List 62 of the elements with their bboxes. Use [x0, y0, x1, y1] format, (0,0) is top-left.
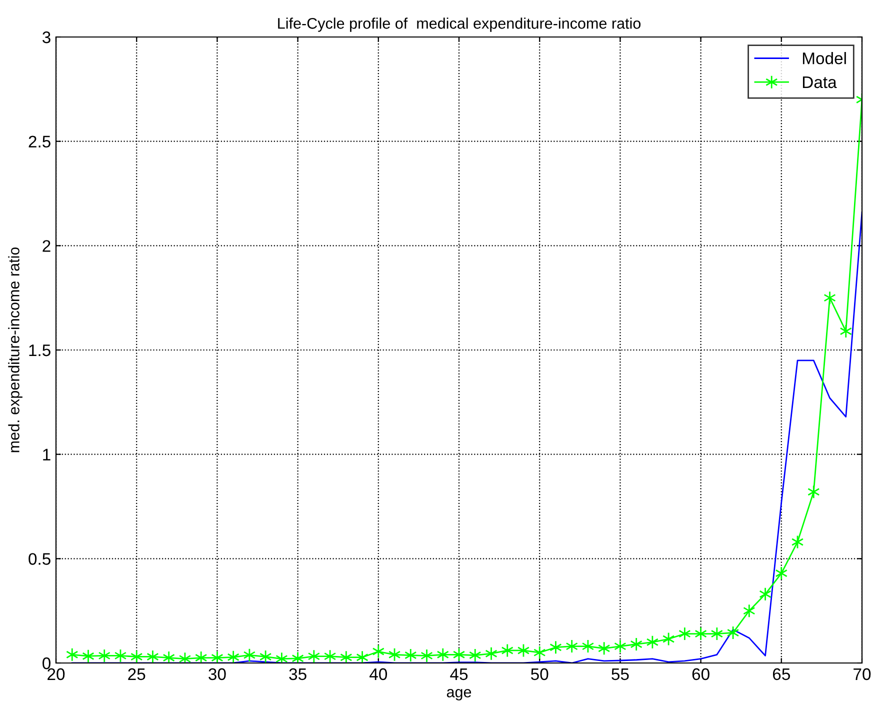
point: [566, 639, 578, 654]
point: [98, 648, 110, 663]
point: [243, 648, 256, 662]
point: [194, 650, 208, 663]
y-tick-label: 1: [43, 448, 50, 460]
point: [840, 324, 852, 338]
y-tick-label: 1.5: [29, 344, 50, 356]
y-axis-title: med. expenditure-income ratio: [8, 247, 22, 452]
point: [662, 632, 675, 646]
x-tick-label: 70: [854, 668, 871, 680]
point: [292, 651, 304, 663]
point: [710, 626, 724, 641]
y-tick-label: 0: [42, 657, 50, 670]
point: [66, 648, 78, 662]
point: [759, 587, 772, 602]
point: [630, 637, 642, 652]
x-tick-label: 45: [450, 668, 468, 680]
point: [646, 635, 659, 650]
y-tick-label: 2.5: [28, 136, 50, 148]
point: [162, 650, 175, 663]
x-tick-label: 55: [612, 668, 629, 680]
point: [436, 648, 449, 662]
x-tick-label: 60: [692, 668, 710, 680]
point: [469, 648, 482, 662]
x-tick-label: 40: [370, 668, 388, 680]
legend-label: Data: [802, 76, 837, 88]
x-tick-label: 30: [208, 668, 226, 680]
x-tick-label: 35: [289, 668, 306, 680]
point: [485, 646, 498, 661]
point: [308, 649, 320, 663]
point: [598, 641, 610, 656]
point: [775, 566, 788, 580]
point: [533, 646, 546, 660]
point: [694, 626, 707, 641]
point: [82, 649, 94, 663]
point: [404, 648, 417, 662]
point: [614, 639, 626, 654]
x-tick-label: 20: [48, 668, 65, 680]
x-tick-label: 50: [531, 668, 548, 680]
point: [146, 650, 159, 663]
point: [211, 650, 224, 663]
legend-label: Model: [802, 52, 846, 64]
chart-title: Life-Cycle profile of medical expenditure-income ratio: [278, 18, 641, 32]
y-tick-label: 2: [42, 240, 50, 252]
point: [227, 650, 240, 663]
point: [808, 484, 820, 499]
point: [259, 650, 272, 663]
y-tick-label: 3: [42, 31, 50, 44]
point: [678, 626, 691, 641]
point: [340, 650, 352, 663]
x-tick-label: 25: [128, 668, 146, 680]
point: [824, 290, 836, 305]
point: [356, 650, 368, 663]
point: [501, 644, 514, 658]
point: [550, 640, 562, 654]
point: [743, 604, 756, 618]
point: [420, 648, 433, 663]
point: [130, 650, 143, 663]
x-axis-title: age: [446, 689, 472, 700]
y-tick-label: 0.5: [28, 553, 50, 565]
point: [372, 644, 385, 658]
x-tick-label: 65: [772, 668, 790, 680]
